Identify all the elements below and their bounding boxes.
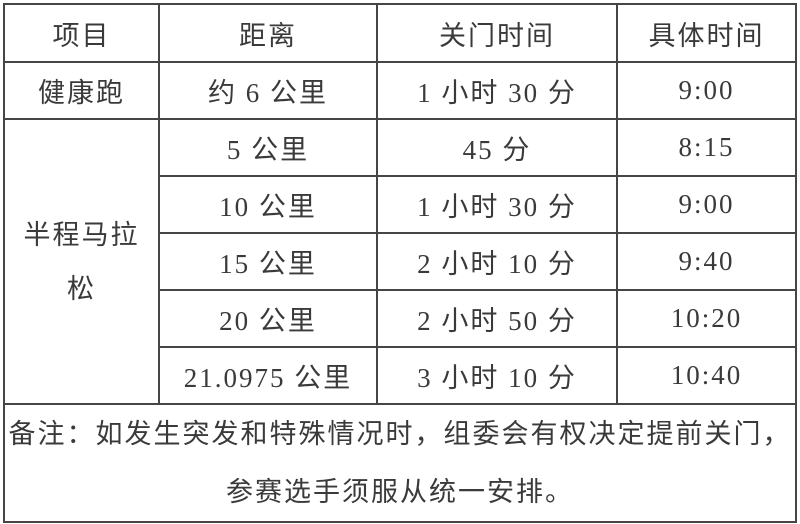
half-marathon-event-label: 半程马拉松: [23, 219, 140, 304]
header-closing: 关门时间: [376, 3, 618, 63]
header-time: 具体时间: [616, 3, 797, 63]
health-run-time: 9:00: [616, 61, 797, 120]
half-full-closing: 3 小时 10 分: [376, 346, 618, 405]
half-5km-distance: 5 公里: [158, 118, 378, 177]
half-15km-closing: 2 小时 10 分: [376, 232, 618, 291]
health-run-event: 健康跑: [3, 61, 160, 120]
half-10km-distance: 10 公里: [158, 175, 378, 234]
table-row-health-run: 健康跑 约 6 公里 1 小时 30 分 9:00: [3, 61, 797, 120]
note-text: 备注：如发生突发和特殊情况时，组委会有权决定提前关门，参赛选手须服从统一安排。: [3, 402, 797, 524]
closing-time-table: 项目 距离 关门时间 具体时间 健康跑 约 6 公里 1 小时 30 分 9:0…: [3, 3, 797, 524]
half-20km-time: 10:20: [616, 289, 797, 348]
table-row-half-full: 21.0975 公里 3 小时 10 分 10:40: [4, 346, 797, 405]
half-full-distance: 21.0975 公里: [158, 346, 378, 405]
table-note-row: 备注：如发生突发和特殊情况时，组委会有权决定提前关门，参赛选手须服从统一安排。: [3, 402, 797, 524]
health-run-distance: 约 6 公里: [158, 61, 378, 120]
table-row-half-10km: 10 公里 1 小时 30 分 9:00: [4, 175, 797, 234]
half-20km-distance: 20 公里: [158, 289, 378, 348]
table-row-half-20km: 20 公里 2 小时 50 分 10:20: [4, 289, 797, 348]
half-10km-time: 9:00: [616, 175, 797, 234]
header-distance: 距离: [158, 3, 378, 63]
half-15km-distance: 15 公里: [158, 232, 378, 291]
half-20km-closing: 2 小时 50 分: [376, 289, 618, 348]
half-10km-closing: 1 小时 30 分: [376, 175, 618, 234]
half-full-time: 10:40: [616, 346, 797, 405]
header-event: 项目: [3, 3, 160, 63]
half-marathon-event-cell: 半程马拉松: [3, 118, 160, 405]
health-run-closing: 1 小时 30 分: [376, 61, 618, 120]
half-5km-closing: 45 分: [376, 118, 618, 177]
half-15km-time: 9:40: [616, 232, 797, 291]
half-5km-time: 8:15: [616, 118, 797, 177]
table-row-half-15km: 15 公里 2 小时 10 分 9:40: [4, 232, 797, 291]
table-header-row: 项目 距离 关门时间 具体时间: [3, 3, 797, 63]
table-row-half-5km: 半程马拉松 5 公里 45 分 8:15: [3, 118, 797, 405]
